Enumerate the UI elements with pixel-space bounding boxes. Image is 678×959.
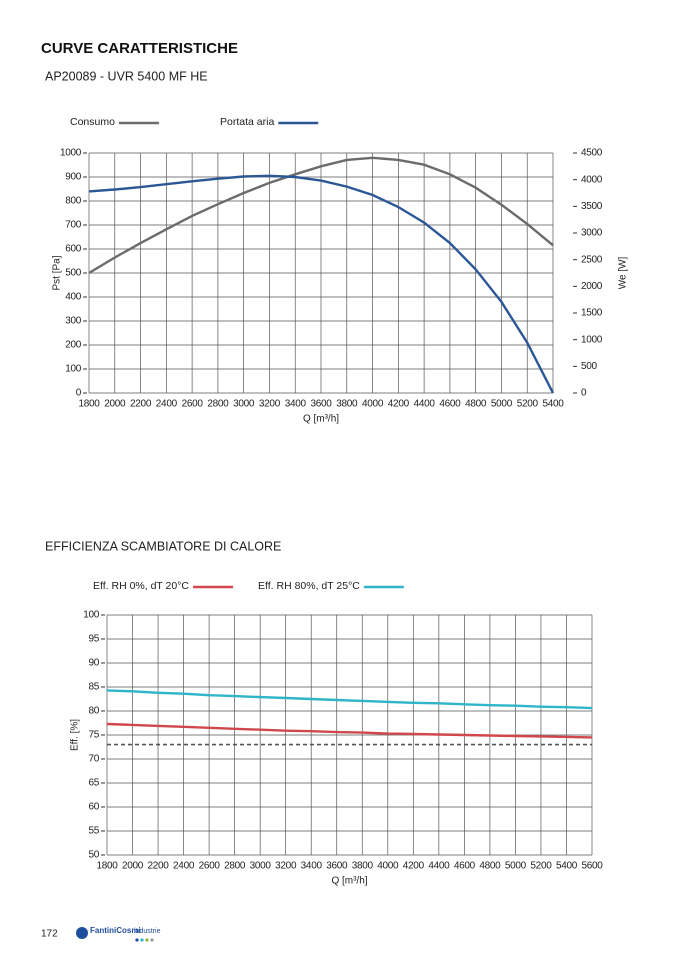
y-tick-label: 500	[65, 268, 82, 279]
x-tick-label: 4400	[428, 861, 450, 872]
y-tick-label: 0	[76, 388, 82, 399]
y-tick-label: 900	[65, 172, 82, 183]
y2-tick-label: 3500	[581, 201, 603, 212]
y-tick-label: 75	[88, 730, 99, 741]
x-tick-label: 4200	[388, 399, 410, 410]
y-tick-label: 100	[83, 610, 100, 621]
y-tick-label: 85	[88, 682, 99, 693]
logo-dots	[135, 938, 154, 942]
x-tick-label: 5400	[556, 861, 578, 872]
x-tick-label: 2600	[182, 399, 204, 410]
y2-tick-label: 4500	[581, 148, 603, 159]
x-tick-label: 4000	[377, 861, 399, 872]
series-line	[106, 722, 593, 739]
y2-tick-label: 4000	[581, 174, 603, 185]
y2-tick-label: 1000	[581, 334, 603, 345]
x-axis-label: Q [m³/h]	[303, 414, 339, 425]
y-tick-label: 800	[65, 196, 82, 207]
x-tick-label: 1800	[96, 861, 118, 872]
y-tick-label: 700	[65, 220, 82, 231]
x-tick-label: 2200	[130, 399, 152, 410]
y2-tick-label: 500	[581, 361, 598, 372]
x-tick-label: 3200	[259, 399, 281, 410]
x-tick-label: 1800	[78, 399, 100, 410]
y2-tick-label: 1500	[581, 308, 603, 319]
logo: FantiniCosmi	[90, 926, 141, 935]
x-tick-label: 2000	[104, 399, 126, 410]
x-tick-label: 5000	[505, 861, 527, 872]
x-tick-label: 3200	[275, 861, 297, 872]
x-tick-label: 4600	[454, 861, 476, 872]
legend-label: Eff. RH 80%, dT 25°C	[258, 580, 360, 592]
x-tick-label: 3000	[250, 861, 272, 872]
x-tick-label: 5400	[542, 399, 564, 410]
x-tick-label: 3600	[310, 399, 332, 410]
logo-sub: industrie	[134, 928, 161, 935]
x-tick-label: 3400	[285, 399, 307, 410]
y-tick-label: 1000	[60, 148, 82, 159]
x-tick-label: 4600	[439, 399, 461, 410]
chart-title: AP20089 - UVR 5400 MF HE	[45, 69, 208, 83]
y-tick-label: 90	[88, 658, 99, 669]
y-tick-label: 200	[65, 340, 82, 351]
x-tick-label: 4200	[403, 861, 425, 872]
x-tick-label: 2800	[207, 399, 229, 410]
x-tick-label: 2400	[156, 399, 178, 410]
series-line	[88, 156, 554, 275]
series-line	[106, 689, 593, 710]
page-number: 172	[41, 929, 58, 940]
y2-tick-label: 2500	[581, 254, 603, 265]
x-tick-label: 5600	[581, 861, 603, 872]
x-tick-label: 4400	[414, 399, 436, 410]
x-tick-label: 5200	[517, 399, 539, 410]
y-tick-label: 80	[88, 706, 99, 717]
x-tick-label: 4000	[362, 399, 384, 410]
logo-mark	[76, 927, 88, 939]
x-tick-label: 4800	[465, 399, 487, 410]
y-tick-label: 95	[88, 634, 99, 645]
y2-tick-label: 0	[581, 388, 587, 399]
y-tick-label: 50	[88, 850, 99, 861]
legend-label: Portata aria	[220, 116, 274, 128]
chart-title: EFFICIENZA SCAMBIATORE DI CALORE	[45, 539, 281, 553]
y-tick-label: 300	[65, 316, 82, 327]
x-tick-label: 3600	[326, 861, 348, 872]
y-tick-label: 100	[65, 364, 82, 375]
y-axis-label: Pst [Pa]	[52, 255, 63, 290]
y-tick-label: 60	[88, 802, 99, 813]
y-tick-label: 70	[88, 754, 99, 765]
x-tick-label: 4800	[479, 861, 501, 872]
x-tick-label: 2600	[199, 861, 221, 872]
y-tick-label: 55	[88, 826, 99, 837]
legend-label: Eff. RH 0%, dT 20°C	[93, 580, 189, 592]
x-tick-label: 2400	[173, 861, 195, 872]
legend-label: Consumo	[70, 116, 115, 128]
x-tick-label: 3800	[336, 399, 358, 410]
y-tick-label: 400	[65, 292, 82, 303]
x-tick-label: 2800	[224, 861, 246, 872]
x-tick-label: 2200	[148, 861, 170, 872]
y-tick-label: 600	[65, 244, 82, 255]
series-line	[88, 174, 555, 394]
y2-axis-label: We [W]	[618, 256, 629, 289]
x-tick-label: 5200	[530, 861, 552, 872]
y-tick-label: 65	[88, 778, 99, 789]
x-tick-label: 3000	[233, 399, 255, 410]
y2-tick-label: 2000	[581, 281, 603, 292]
x-tick-label: 2000	[122, 861, 144, 872]
x-tick-label: 5000	[491, 399, 513, 410]
y2-tick-label: 3000	[581, 228, 603, 239]
x-tick-label: 3400	[301, 861, 323, 872]
y-axis-label: Eff. [%]	[70, 719, 81, 751]
x-tick-label: 3800	[352, 861, 374, 872]
x-axis-label: Q [m³/h]	[331, 876, 367, 887]
page-title: CURVE CARATTERISTICHE	[41, 40, 238, 57]
